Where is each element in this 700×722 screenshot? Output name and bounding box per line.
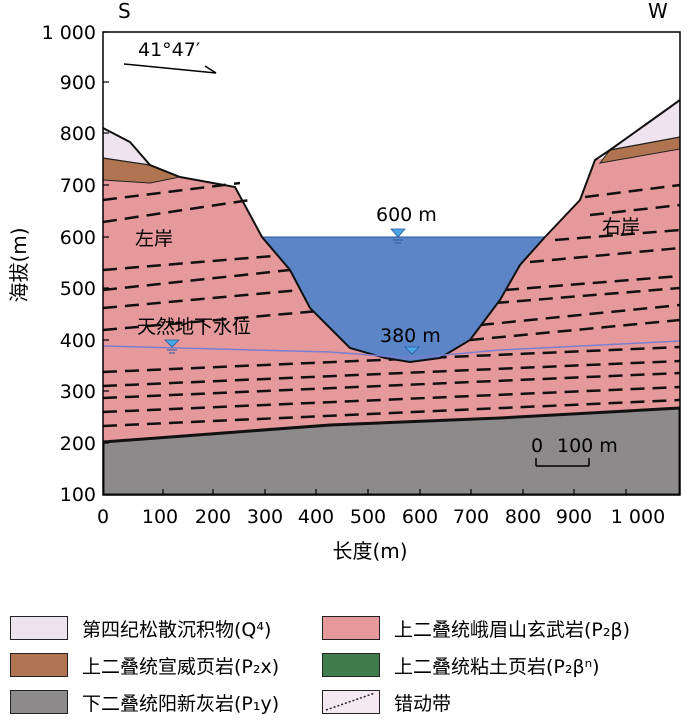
azimuth-arrow-icon	[123, 63, 217, 74]
y-tick-label: 1 000	[42, 22, 96, 44]
y-tick-label: 300	[60, 381, 96, 403]
y-tick-label: 100	[60, 484, 96, 506]
scale-bar	[535, 458, 590, 467]
y-tick-label: 400	[60, 330, 96, 352]
terrain-outline	[103, 99, 680, 364]
legend-label: 下二叠统阳新灰岩(P₁y)	[82, 692, 280, 715]
x-tick-label: 300	[247, 506, 283, 528]
y-ticks	[103, 31, 109, 444]
legend-label: 上二叠统宣威页岩(P₂x)	[82, 655, 280, 678]
legend-swatch	[10, 616, 68, 640]
x-tick-label: 1 000	[611, 506, 665, 528]
bedding-lines	[103, 181, 680, 428]
groundwater-label: 天然地下水位	[137, 316, 251, 338]
legend-swatch	[10, 653, 68, 677]
x-tick-label: 100	[142, 506, 178, 528]
water-level-380-label: 380 m	[380, 325, 441, 347]
y-axis-title: 海拔(m)	[7, 227, 31, 302]
y-tick-label: 900	[60, 72, 96, 94]
plot-frame	[102, 31, 681, 496]
water-level-marker-icon	[404, 346, 420, 355]
legend-label: 第四纪松散沉积物(Q⁴)	[82, 618, 272, 641]
legend-item-fault-zone: 错动带	[322, 688, 451, 716]
x-axis-title: 长度(m)	[332, 539, 407, 563]
y-tick-label: 200	[60, 433, 96, 455]
left-bank-label: 左岸	[135, 228, 173, 250]
water-level-marker-icon	[390, 228, 406, 244]
legend-item-limestone: 下二叠统阳新灰岩(P₁y)	[10, 688, 279, 716]
legend-swatch	[10, 690, 68, 714]
scale-label-zero: 0	[531, 435, 543, 457]
direction-right: W	[648, 0, 668, 23]
x-tick-label: 0	[97, 506, 109, 528]
legend-item-clay-shale: 上二叠统粘土页岩(P₂βⁿ)	[322, 651, 600, 679]
x-tick-label: 700	[453, 506, 489, 528]
direction-left: S	[118, 0, 131, 23]
legend-swatch-fault	[322, 690, 380, 714]
y-tick-label: 700	[60, 175, 96, 197]
legend-label: 上二叠统峨眉山玄武岩(P₂β)	[394, 618, 631, 641]
x-tick-label: 400	[298, 506, 334, 528]
dotted-line-icon	[325, 692, 376, 711]
legend-label: 上二叠统粘土页岩(P₂βⁿ)	[394, 655, 600, 678]
azimuth-label: 41°47′	[138, 39, 200, 61]
x-tick-label: 900	[556, 506, 592, 528]
groundwater-line	[103, 340, 680, 359]
legend-swatch	[322, 616, 380, 640]
legend-swatch	[322, 653, 380, 677]
legend-item-quaternary: 第四纪松散沉积物(Q⁴)	[10, 614, 271, 642]
right-bank-label: 右岸	[602, 216, 640, 238]
legend-item-xuanwei-shale: 上二叠统宣威页岩(P₂x)	[10, 651, 279, 679]
groundwater-marker-icon	[164, 339, 180, 354]
x-tick-label: 500	[350, 506, 386, 528]
legend-item-basalt: 上二叠统峨眉山玄武岩(P₂β)	[322, 614, 630, 642]
legend: 第四纪松散沉积物(Q⁴) 上二叠统峨眉山玄武岩(P₂β) 上二叠统宣威页岩(P₂…	[0, 600, 700, 722]
water-level-600-label: 600 m	[376, 204, 437, 226]
x-tick-label: 800	[505, 506, 541, 528]
limestone-layer	[103, 406, 680, 495]
scale-label-100: 100 m	[557, 435, 618, 457]
legend-label: 错动带	[394, 692, 452, 715]
y-tick-label: 600	[60, 227, 96, 249]
x-tick-label: 200	[195, 506, 231, 528]
x-tick-label: 600	[402, 506, 438, 528]
y-tick-label: 500	[60, 278, 96, 300]
x-ticks	[162, 489, 627, 495]
y-tick-label: 800	[60, 123, 96, 145]
cross-section-figure: 1 000 900 800 700 600 500 400 300 200 10…	[7, 0, 681, 563]
